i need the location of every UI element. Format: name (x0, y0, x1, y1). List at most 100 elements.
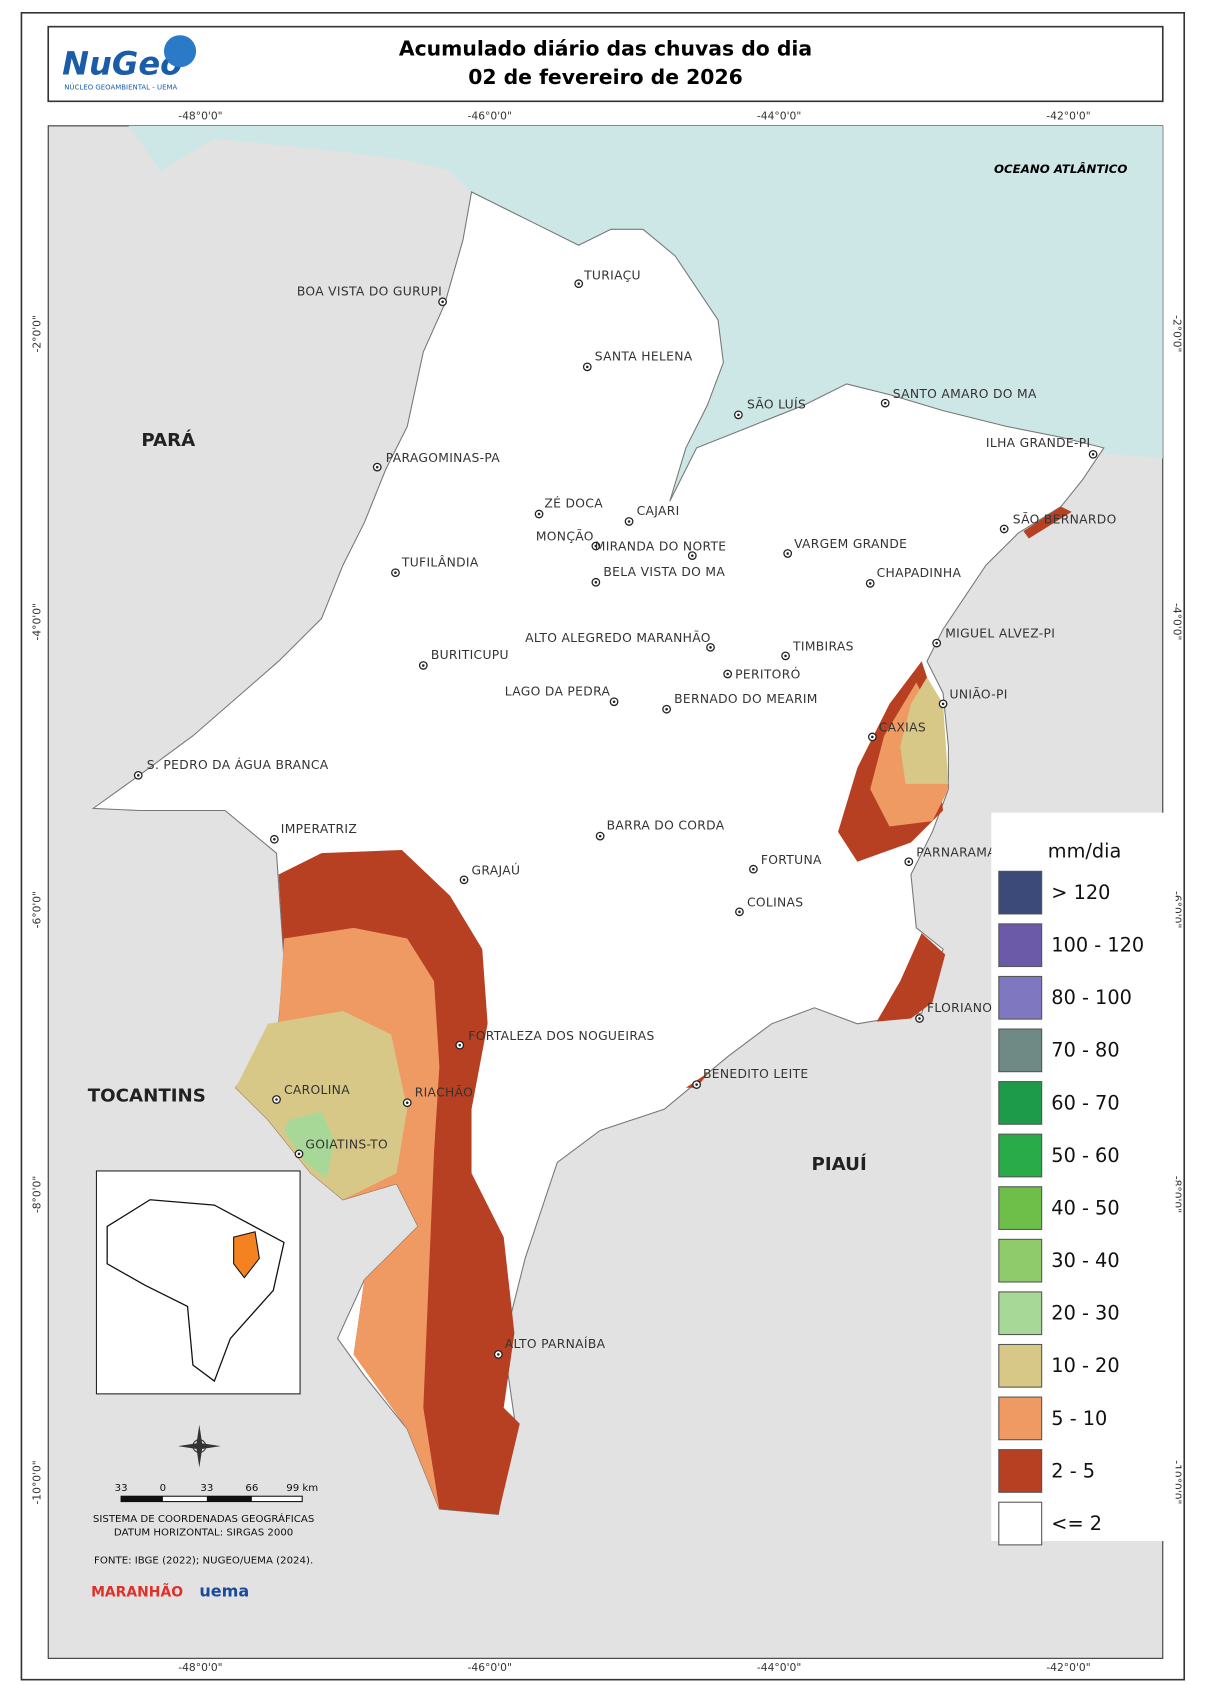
city-dot (297, 1152, 301, 1156)
city-label: PARAGOMINAS-PA (386, 451, 501, 465)
legend-swatch (998, 1238, 1043, 1283)
city-label: FLORIANO-PI (927, 1001, 1009, 1015)
city-label: IMPERATRIZ (281, 822, 357, 836)
lon-label: -42°0'0" (1046, 1661, 1090, 1674)
logo-globe (163, 35, 197, 68)
city-dot (784, 654, 787, 658)
city-label: FORTALEZA DOS NOGUEIRAS (468, 1029, 654, 1043)
city-dot (907, 860, 911, 863)
lat-label: -4°0'0" (31, 603, 44, 640)
lon-label: -46°0'0" (468, 1661, 512, 1674)
city-label: ILHA GRANDE-PI (986, 436, 1091, 450)
logo-state: MARANHÃO (91, 1584, 183, 1601)
city-dot (497, 1353, 500, 1356)
lon-label: -46°0'0" (468, 109, 512, 122)
city-dot (941, 702, 945, 706)
legend-swatch (998, 1081, 1043, 1125)
zone (876, 933, 946, 1022)
city-label: PARNARAMA (916, 845, 996, 859)
legend-label: 20 - 30 (1051, 1302, 1119, 1325)
legend-label: 40 - 50 (1051, 1197, 1119, 1220)
lon-label: -44°0'0" (757, 109, 801, 122)
city-dot (1002, 527, 1006, 531)
city-dot (1091, 453, 1095, 456)
legend-swatch (998, 1133, 1043, 1178)
city-label: CAROLINA (284, 1083, 350, 1097)
legend-swatch (998, 1501, 1043, 1546)
legend-swatch (998, 1186, 1043, 1230)
city-label: SÃO LUÍS (747, 396, 806, 411)
city-label: ALTO PARNAÍBA (505, 1336, 606, 1351)
city-label: VARGEM GRANDE (794, 537, 907, 551)
scale-label: 99 km (286, 1483, 318, 1494)
legend-swatch (998, 870, 1043, 915)
city-dot (462, 878, 466, 882)
legend-swatch (998, 1028, 1043, 1073)
city-dot (375, 465, 379, 469)
ocean (128, 125, 1163, 502)
legend-label: 70 - 80 (1051, 1039, 1119, 1062)
scale-labels: 33 0 33 66 99 km (115, 1483, 319, 1494)
city-dot (612, 700, 616, 704)
legend: > 120 100 - 120 80 - 100 70 - 80 60 - 70 50 -… (998, 870, 1144, 1546)
ocean-label: OCEANO ATLÂNTICO (994, 161, 1127, 176)
city-dot (709, 646, 712, 649)
city-label: TIMBIRAS (792, 640, 854, 654)
scale-label: 33 (115, 1483, 128, 1494)
inset-maranhao (233, 1231, 260, 1279)
city-label: ALTO ALEGREDO MARANHÃO (525, 630, 711, 645)
crs: SISTEMA DE COORDENADAS GEOGRÁFICAS (93, 1512, 314, 1525)
city-label: UNIÃO-PI (950, 687, 1008, 702)
rain-zones (235, 506, 1072, 1515)
city-dot (883, 401, 887, 405)
legend-label: 10 - 20 (1051, 1354, 1119, 1377)
city-dot (918, 1017, 921, 1020)
city-label: TURIAÇU (583, 268, 641, 282)
region-label: PIAUÍ (812, 1153, 867, 1175)
legend-title: mm/dia (1048, 839, 1121, 862)
lat-label: -2°0'0" (31, 315, 44, 352)
lon-label: -44°0'0" (757, 1661, 801, 1674)
lon-label: -48°0'0" (178, 1661, 222, 1674)
legend-label: 60 - 70 (1051, 1091, 1119, 1114)
city-dot (627, 520, 631, 523)
title: Acumulado diário das chuvas do dia (399, 37, 812, 61)
datum: DATUM HORIZONTAL: SIRGAS 2000 (114, 1528, 293, 1539)
legend-swatch (998, 1291, 1043, 1336)
city-label: PERITORÓ (735, 666, 800, 681)
lat-label: -2°0'0" (1170, 315, 1183, 352)
compass (177, 1424, 221, 1468)
city-label: BELA VISTA DO MA (603, 565, 725, 579)
city-dot (577, 282, 580, 285)
header-box (47, 25, 1164, 103)
zone (283, 1111, 335, 1179)
cities: TURIAÇU BOA VISTA DO GURUPI SANTA HELENA SÃ… (133, 268, 1116, 1359)
lon-label: -48°0'0" (178, 109, 222, 122)
scale-label: 33 (200, 1483, 213, 1494)
city-label: SANTO AMARO DO MA (893, 387, 1037, 401)
subtitle: 02 de fevereiro de 2026 (468, 65, 743, 89)
city-label: MIRANDA DO NORTE (595, 539, 727, 553)
logo: NuGeo (62, 45, 182, 83)
city-dot (935, 641, 938, 645)
legend-label: 30 - 40 (1051, 1249, 1119, 1272)
lat-label: -6°0'0" (31, 891, 44, 928)
legend-label: <= 2 (1051, 1512, 1102, 1535)
region-label: TOCANTINS (88, 1086, 206, 1107)
city-label: BARRA DO CORDA (607, 819, 725, 833)
legend-label: 80 - 100 (1051, 986, 1132, 1009)
city-dot (738, 910, 741, 914)
city-dot (695, 1083, 698, 1086)
city-label: MIGUEL ALVEZ-PI (945, 627, 1055, 641)
legend-label: 5 - 10 (1051, 1407, 1107, 1430)
region-label: PARÁ (141, 429, 195, 451)
lat-label: -4°0'0" (1170, 603, 1183, 640)
city-dot (868, 582, 872, 585)
legend-label: 2 - 5 (1051, 1459, 1095, 1482)
city-label: COLINAS (747, 896, 803, 910)
city-label: ZÉ DOCA (544, 496, 603, 511)
scale-bar (120, 1495, 303, 1503)
city-dot (537, 512, 541, 516)
